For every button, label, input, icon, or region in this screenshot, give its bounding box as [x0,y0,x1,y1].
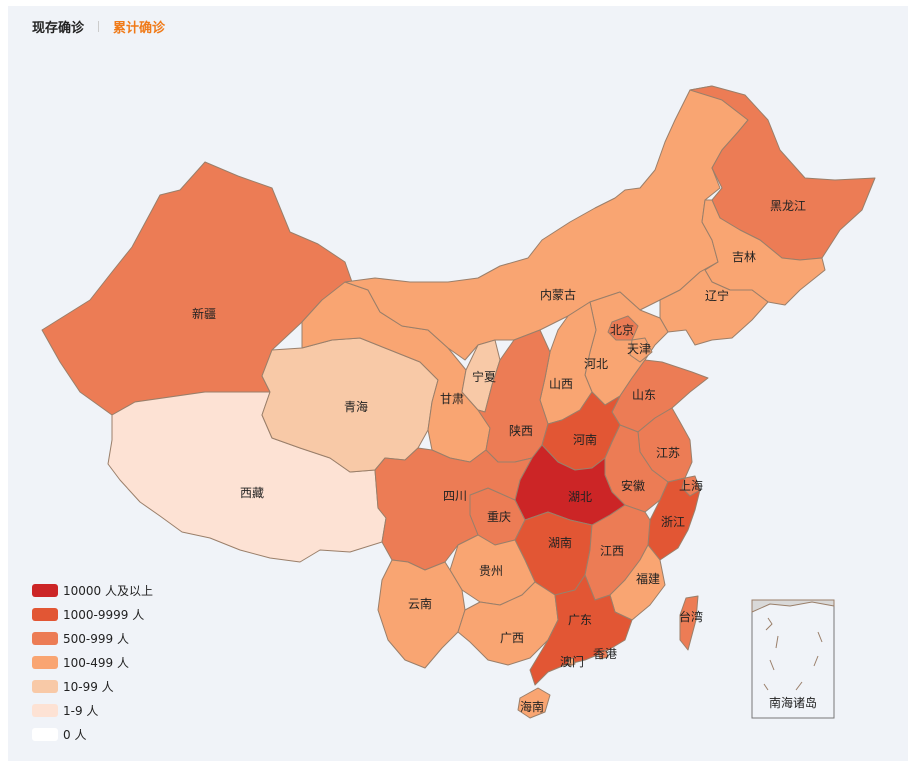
label-sichuan: 四川 [443,489,467,503]
label-jiangxi: 江西 [600,544,624,558]
province-labels: 新疆 西藏 青海 甘肃 内蒙古 黑龙江 吉林 辽宁 北京 天津 河北 山西 山东… [192,199,806,714]
province-yunnan[interactable] [377,559,466,669]
label-aomen: 澳门 [560,654,584,669]
legend-label: 0 人 [63,727,87,742]
province-tianjin[interactable] [629,337,653,363]
legend-label: 10-99 人 [63,679,114,694]
label-heilongjiang: 黑龙江 [770,199,806,213]
tab-cumulative-confirmed[interactable]: 累计确诊 [113,21,166,36]
tab-divider [98,21,100,32]
label-hunan: 湖南 [548,535,572,550]
legend-swatch [32,727,58,741]
tab-current-confirmed[interactable]: 现存确诊 [32,21,85,36]
label-jilin: 吉林 [732,250,756,264]
province-jilin[interactable] [701,199,826,306]
label-tianjin: 天津 [627,342,651,356]
tab-bar: 现存确诊 累计确诊 [32,17,165,36]
legend-item-10-99[interactable]: 10-99 人 [32,674,153,698]
label-hainan: 海南 [520,699,544,714]
label-zhejiang: 浙江 [661,515,685,529]
legend-label: 100-499 人 [63,655,129,670]
label-xizang: 西藏 [240,486,264,500]
legend-swatch [32,631,58,645]
label-taiwan: 台湾 [679,609,703,624]
label-gansu: 甘肃 [440,392,464,406]
province-aomen[interactable] [567,657,576,667]
legend-item-100-499[interactable]: 100-499 人 [32,650,153,674]
label-shanxi: 山西 [549,377,573,391]
label-liaoning: 辽宁 [705,288,729,303]
label-shanghai: 上海 [679,478,703,493]
label-fujian: 福建 [636,571,660,586]
legend-label: 1000-9999 人 [63,607,145,622]
legend-item-0[interactable]: 0 人 [32,722,153,746]
south-china-sea-inset: 南海诸岛 [751,599,835,719]
legend-label: 500-999 人 [63,631,129,646]
label-hebei: 河北 [584,357,608,371]
label-henan: 河南 [573,432,597,447]
label-guangdong: 广东 [568,613,592,627]
province-taiwan[interactable] [679,595,699,651]
legend-swatch [32,583,58,597]
legend-item-500-999[interactable]: 500-999 人 [32,626,153,650]
legend: 10000 人及以上 1000-9999 人 500-999 人 100-499… [32,578,153,746]
legend-swatch [32,703,58,717]
label-shaanxi: 陕西 [509,423,533,438]
label-neimenggu: 内蒙古 [540,287,576,302]
label-anhui: 安徽 [621,478,645,493]
province-hainan[interactable] [517,687,551,719]
legend-item-1000-9999[interactable]: 1000-9999 人 [32,602,153,626]
label-hubei: 湖北 [568,489,592,504]
legend-item-1-9[interactable]: 1-9 人 [32,698,153,722]
label-yunnan: 云南 [408,596,432,611]
legend-swatch [32,679,58,693]
label-xinjiang: 新疆 [192,306,216,321]
label-guangxi: 广西 [500,631,524,645]
label-beijing: 北京 [610,323,634,337]
label-qinghai: 青海 [344,399,368,414]
legend-label: 10000 人及以上 [63,583,153,598]
label-ningxia: 宁夏 [472,369,496,384]
legend-swatch [32,655,58,669]
province-regions [41,85,876,719]
label-jiangsu: 江苏 [656,446,680,460]
label-xianggang: 香港 [593,647,617,661]
province-liaoning[interactable] [659,261,769,346]
province-xianggang[interactable] [597,649,609,660]
legend-label: 1-9 人 [63,703,99,718]
label-guizhou: 贵州 [479,564,503,578]
inset-label: 南海诸岛 [769,695,817,710]
label-shandong: 山东 [632,388,656,402]
label-chongqing: 重庆 [487,510,511,524]
legend-swatch [32,607,58,621]
legend-item-10000-plus[interactable]: 10000 人及以上 [32,578,153,602]
